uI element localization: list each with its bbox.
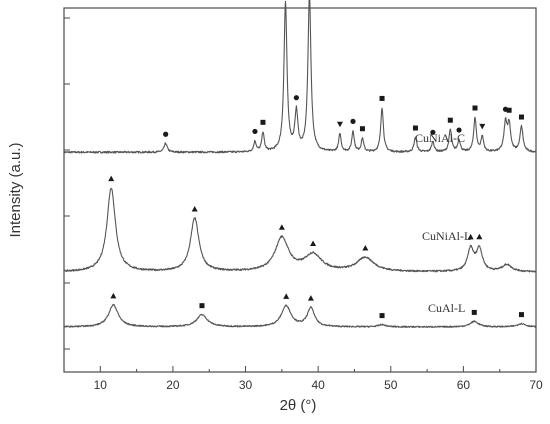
square-marker (379, 313, 385, 319)
plot-border (63, 7, 537, 373)
triangle-up-marker (191, 206, 198, 212)
square-marker (518, 312, 524, 318)
triangle-up-marker (362, 244, 369, 251)
trace-CuNiAl-C (63, 0, 537, 154)
circle-marker (293, 95, 299, 101)
square-marker (359, 126, 365, 132)
circle-marker (350, 118, 356, 124)
series-label-CuNiAl-C: CuNiAl-C (415, 131, 465, 145)
triangle-up-marker (307, 295, 314, 301)
square-marker (199, 303, 205, 309)
plot-frame (63, 7, 537, 373)
x-tick-label-70: 70 (529, 378, 543, 392)
x-tick-label-10: 10 (94, 378, 108, 392)
triangle-up-marker (310, 240, 317, 246)
trace-CuNiAl-L (63, 187, 537, 273)
series-labels: CuNiAl-C CuNiAl-L CuAl-L (415, 131, 471, 315)
triangle-down-marker (336, 121, 343, 128)
square-marker (506, 107, 512, 113)
trace-CuAl-L (63, 303, 537, 328)
triangle-up-marker (476, 233, 483, 240)
x-axis-ticks: 10 20 30 40 50 60 70 (63, 366, 543, 392)
x-tick-label-50: 50 (384, 378, 398, 392)
peak-markers (108, 95, 524, 319)
triangle-up-marker (467, 233, 474, 240)
x-tick-label-40: 40 (311, 378, 325, 392)
x-tick-label-60: 60 (457, 378, 471, 392)
triangle-up-marker (110, 292, 117, 299)
square-marker (412, 125, 418, 131)
circle-marker (430, 129, 436, 135)
circle-marker (163, 131, 169, 137)
x-tick-label-20: 20 (166, 378, 180, 392)
series-label-CuAl-L: CuAl-L (428, 301, 465, 315)
series-label-CuNiAl-L: CuNiAl-L (422, 229, 471, 243)
triangle-up-marker (278, 224, 285, 230)
triangle-up-marker (283, 293, 290, 299)
triangle-up-marker (108, 175, 115, 182)
square-marker (472, 105, 478, 111)
diffraction-traces (63, 0, 537, 328)
x-tick-label-30: 30 (239, 378, 253, 392)
y-axis-title: Intensity (a.u.) (7, 142, 24, 237)
circle-marker (252, 128, 258, 135)
square-marker (260, 119, 266, 125)
square-marker (447, 117, 453, 123)
square-marker (379, 95, 385, 101)
square-marker (471, 309, 477, 315)
square-marker (518, 114, 524, 120)
x-axis-title: 2θ (°) (280, 397, 317, 414)
y-axis-ticks (64, 17, 70, 350)
triangle-down-marker (479, 123, 486, 130)
circle-marker (456, 127, 462, 133)
